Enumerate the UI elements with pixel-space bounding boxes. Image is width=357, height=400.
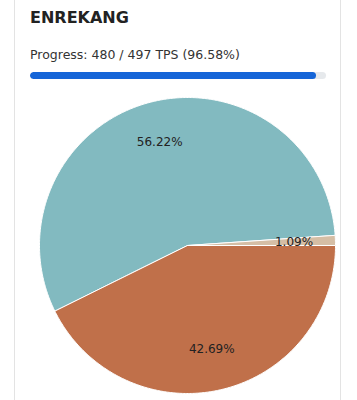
html-text:Progress: 480 / 497 TPS (96.58: Progress: 480 / 497 TPS (96.58%) <box>30 47 240 62</box>
svg-text:1.09%: 1.09% <box>275 235 313 249</box>
svg-text:42.69%: 42.69% <box>189 342 235 356</box>
html-text:ENREKANG: ENREKANG <box>30 8 129 27</box>
svg-text:56.22%: 56.22% <box>137 135 183 149</box>
